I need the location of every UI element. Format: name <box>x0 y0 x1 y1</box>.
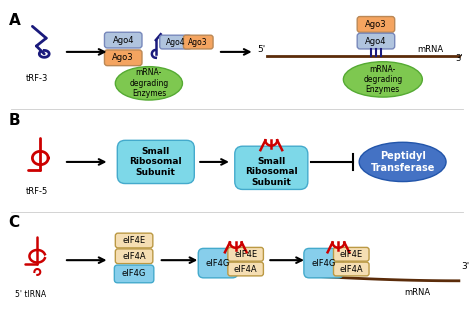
FancyBboxPatch shape <box>117 140 194 184</box>
Text: C: C <box>9 215 20 230</box>
FancyBboxPatch shape <box>160 35 191 49</box>
Text: eIF4A: eIF4A <box>339 264 363 274</box>
Ellipse shape <box>359 142 446 182</box>
FancyBboxPatch shape <box>228 247 264 261</box>
Text: mRNA: mRNA <box>418 46 444 54</box>
Text: Small
Ribosomal
Subunit: Small Ribosomal Subunit <box>129 147 182 177</box>
Text: eIF4G: eIF4G <box>206 258 230 268</box>
Text: eIF4E: eIF4E <box>234 250 257 259</box>
Text: Ago3: Ago3 <box>365 20 387 29</box>
Ellipse shape <box>343 62 422 97</box>
FancyBboxPatch shape <box>334 247 369 261</box>
Text: Ago3: Ago3 <box>112 53 134 62</box>
Text: eIF4A: eIF4A <box>122 252 146 261</box>
Text: Ago4: Ago4 <box>166 38 185 46</box>
Text: mRNA-
degrading
Enzymes: mRNA- degrading Enzymes <box>129 69 169 98</box>
Text: 3': 3' <box>461 262 469 270</box>
FancyBboxPatch shape <box>228 262 264 276</box>
Text: 3': 3' <box>455 54 463 63</box>
FancyBboxPatch shape <box>198 248 238 278</box>
Text: mRNA-
degrading
Enzymes: mRNA- degrading Enzymes <box>363 64 402 94</box>
Text: Ago3: Ago3 <box>189 38 208 46</box>
Ellipse shape <box>115 67 182 100</box>
FancyBboxPatch shape <box>357 16 395 32</box>
Text: mRNA: mRNA <box>404 288 430 297</box>
Text: eIF4G: eIF4G <box>311 258 336 268</box>
Text: 5': 5' <box>257 46 266 54</box>
Text: A: A <box>9 13 20 27</box>
Text: Peptidyl
Transferase: Peptidyl Transferase <box>370 151 435 173</box>
Text: B: B <box>9 113 20 128</box>
FancyBboxPatch shape <box>114 265 154 283</box>
Text: Ago4: Ago4 <box>112 36 134 45</box>
FancyBboxPatch shape <box>304 248 343 278</box>
FancyBboxPatch shape <box>183 35 213 49</box>
Text: tRF-5: tRF-5 <box>26 187 48 197</box>
Text: eIF4G: eIF4G <box>122 270 146 278</box>
FancyBboxPatch shape <box>357 33 395 49</box>
FancyBboxPatch shape <box>115 233 153 248</box>
FancyBboxPatch shape <box>104 50 142 66</box>
Text: Ago4: Ago4 <box>365 37 387 46</box>
FancyBboxPatch shape <box>235 146 308 189</box>
Text: eIF4A: eIF4A <box>234 264 257 274</box>
Text: eIF4E: eIF4E <box>122 236 146 245</box>
Text: eIF4E: eIF4E <box>340 250 363 259</box>
Text: tRF-3: tRF-3 <box>26 74 48 82</box>
FancyBboxPatch shape <box>334 262 369 276</box>
FancyBboxPatch shape <box>115 249 153 264</box>
FancyBboxPatch shape <box>104 32 142 48</box>
Text: 5' tIRNA: 5' tIRNA <box>15 290 46 299</box>
Text: Small
Ribosomal
Subunit: Small Ribosomal Subunit <box>245 157 298 187</box>
